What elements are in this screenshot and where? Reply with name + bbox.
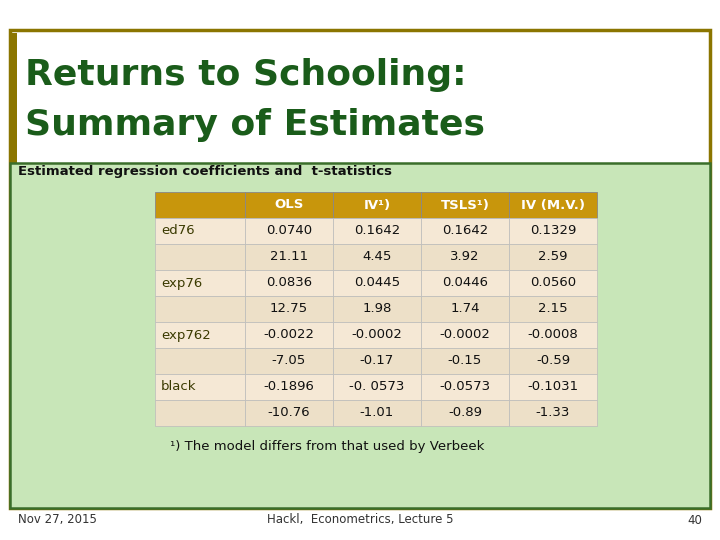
Bar	[509, 322, 597, 348]
Bar	[245, 192, 333, 218]
Text: -0.59: -0.59	[536, 354, 570, 368]
Text: OLS: OLS	[274, 199, 304, 212]
Text: 2.15: 2.15	[538, 302, 568, 315]
Text: 0.0446: 0.0446	[442, 276, 488, 289]
Text: 0.1642: 0.1642	[354, 225, 400, 238]
Text: -0.0002: -0.0002	[351, 328, 402, 341]
Bar	[509, 296, 597, 322]
Bar	[245, 296, 333, 322]
Text: 12.75: 12.75	[270, 302, 308, 315]
Bar	[509, 270, 597, 296]
Text: IV¹): IV¹)	[364, 199, 390, 212]
Text: ¹) The model differs from that used by Verbeek: ¹) The model differs from that used by V…	[170, 440, 485, 453]
Text: 1.74: 1.74	[450, 302, 480, 315]
Text: 4.45: 4.45	[362, 251, 392, 264]
Bar	[245, 348, 333, 374]
Text: exp76: exp76	[161, 276, 202, 289]
Bar	[155, 322, 245, 348]
Bar	[421, 218, 509, 244]
Bar	[155, 400, 245, 426]
Bar	[509, 400, 597, 426]
Bar	[333, 192, 421, 218]
Bar	[245, 270, 333, 296]
Bar	[333, 244, 421, 270]
Bar	[333, 322, 421, 348]
Text: -0.15: -0.15	[448, 354, 482, 368]
Bar	[509, 348, 597, 374]
Bar	[155, 218, 245, 244]
Bar	[245, 400, 333, 426]
Text: Returns to Schooling:: Returns to Schooling:	[25, 58, 467, 92]
Bar	[421, 244, 509, 270]
Bar	[509, 218, 597, 244]
Bar	[245, 244, 333, 270]
Bar	[155, 270, 245, 296]
Text: 0.1642: 0.1642	[442, 225, 488, 238]
Text: 0.0560: 0.0560	[530, 276, 576, 289]
Text: 0.1329: 0.1329	[530, 225, 576, 238]
Text: -0.1896: -0.1896	[264, 381, 315, 394]
Text: -7.05: -7.05	[272, 354, 306, 368]
Text: -10.76: -10.76	[268, 407, 310, 420]
Bar	[245, 374, 333, 400]
Text: -0.0008: -0.0008	[528, 328, 578, 341]
Text: 1.98: 1.98	[362, 302, 392, 315]
Bar	[155, 192, 245, 218]
Text: -0.89: -0.89	[448, 407, 482, 420]
Text: Nov 27, 2015: Nov 27, 2015	[18, 514, 97, 526]
Text: -1.01: -1.01	[360, 407, 394, 420]
Text: -0. 0573: -0. 0573	[349, 381, 405, 394]
Bar	[333, 270, 421, 296]
Bar	[421, 348, 509, 374]
Bar	[155, 374, 245, 400]
Bar	[421, 270, 509, 296]
Text: exp762: exp762	[161, 328, 211, 341]
Bar	[509, 192, 597, 218]
Bar	[333, 296, 421, 322]
Text: 0.0836: 0.0836	[266, 276, 312, 289]
Bar	[10, 33, 17, 258]
Text: -1.33: -1.33	[536, 407, 570, 420]
Text: -0.0022: -0.0022	[264, 328, 315, 341]
Bar	[155, 348, 245, 374]
Bar	[421, 296, 509, 322]
Text: ed76: ed76	[161, 225, 194, 238]
Text: Summary of Estimates: Summary of Estimates	[25, 108, 485, 142]
Text: TSLS¹): TSLS¹)	[441, 199, 490, 212]
Bar	[421, 192, 509, 218]
Bar	[421, 400, 509, 426]
Text: black: black	[161, 381, 197, 394]
Bar	[421, 322, 509, 348]
Bar	[10, 163, 710, 508]
Bar	[333, 348, 421, 374]
Text: -0.17: -0.17	[360, 354, 394, 368]
Text: -0.0002: -0.0002	[440, 328, 490, 341]
Bar	[333, 374, 421, 400]
Bar	[10, 30, 710, 508]
Bar	[509, 244, 597, 270]
Bar	[155, 296, 245, 322]
Bar	[245, 322, 333, 348]
Text: 21.11: 21.11	[270, 251, 308, 264]
Text: -0.0573: -0.0573	[439, 381, 490, 394]
Text: Estimated regression coefficients and  t-statistics: Estimated regression coefficients and t-…	[18, 165, 392, 179]
Bar	[509, 374, 597, 400]
Text: 3.92: 3.92	[450, 251, 480, 264]
Bar	[421, 374, 509, 400]
Bar	[245, 218, 333, 244]
Bar	[155, 244, 245, 270]
Bar	[333, 400, 421, 426]
Text: 0.0445: 0.0445	[354, 276, 400, 289]
Text: IV (M.V.): IV (M.V.)	[521, 199, 585, 212]
Text: -0.1031: -0.1031	[528, 381, 579, 394]
Text: Hackl,  Econometrics, Lecture 5: Hackl, Econometrics, Lecture 5	[266, 514, 454, 526]
Text: 0.0740: 0.0740	[266, 225, 312, 238]
Bar	[333, 218, 421, 244]
Text: 2.59: 2.59	[539, 251, 568, 264]
Text: 40: 40	[687, 514, 702, 526]
